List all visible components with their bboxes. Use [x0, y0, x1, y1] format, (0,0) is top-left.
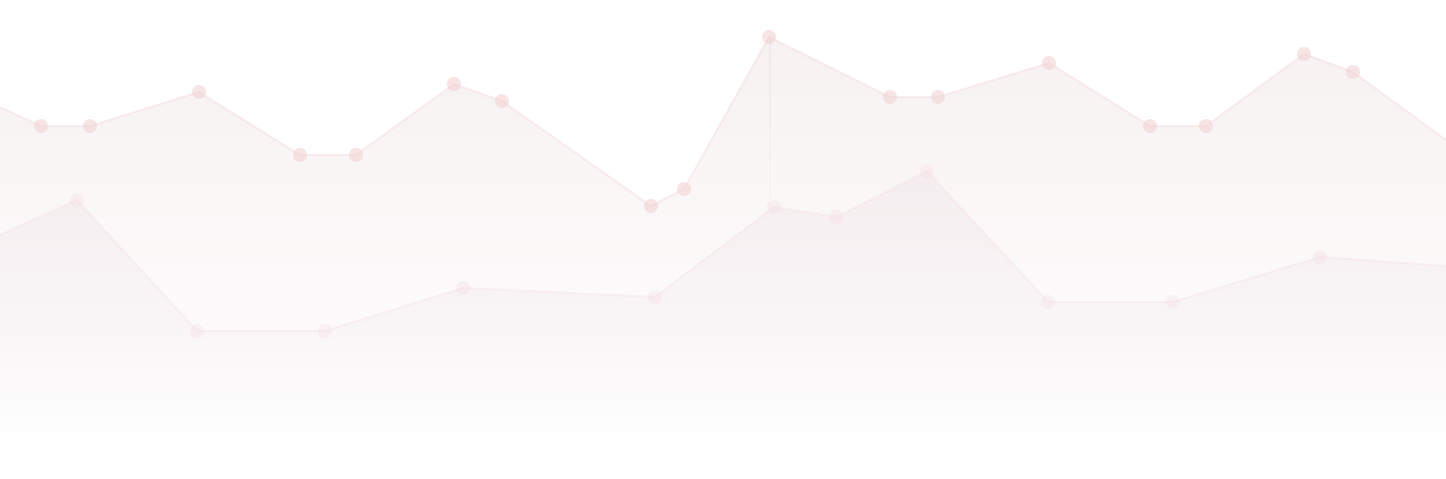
series-2-point-2	[70, 193, 84, 207]
series-1-point-16	[1199, 119, 1213, 133]
series-2-area	[0, 171, 1446, 479]
series-1-point-12	[883, 90, 897, 104]
series-2-point-12	[1313, 250, 1327, 264]
series-2-point-11	[1166, 295, 1180, 309]
series-1-point-5	[293, 148, 307, 162]
series-2-point-3	[190, 324, 204, 338]
series-1-point-8	[495, 94, 509, 108]
series-1-point-4	[192, 85, 206, 99]
series-1-point-10	[677, 182, 691, 196]
series-2-point-7	[767, 200, 781, 214]
area-layer	[0, 37, 1446, 479]
series-2-point-6	[648, 290, 662, 304]
series-1-point-11	[762, 30, 776, 44]
series-1-point-7	[447, 77, 461, 91]
series-1-point-14	[1042, 56, 1056, 70]
series-1-point-15	[1143, 119, 1157, 133]
series-2-point-5	[456, 281, 470, 295]
series-1-point-6	[349, 148, 363, 162]
series-1-point-2	[34, 119, 48, 133]
vertical-divider	[769, 37, 771, 467]
series-2-point-8	[829, 210, 843, 224]
series-1-point-13	[931, 90, 945, 104]
point-layer	[34, 30, 1360, 338]
series-2-point-10	[1041, 295, 1055, 309]
series-1-point-17	[1297, 47, 1311, 61]
series-2-point-9	[920, 164, 934, 178]
series-2-line	[0, 170, 1446, 332]
series-2-point-4	[318, 324, 332, 338]
series-1-point-9	[644, 199, 658, 213]
series-1-point-18	[1346, 65, 1360, 79]
series-1-point-3	[83, 119, 97, 133]
